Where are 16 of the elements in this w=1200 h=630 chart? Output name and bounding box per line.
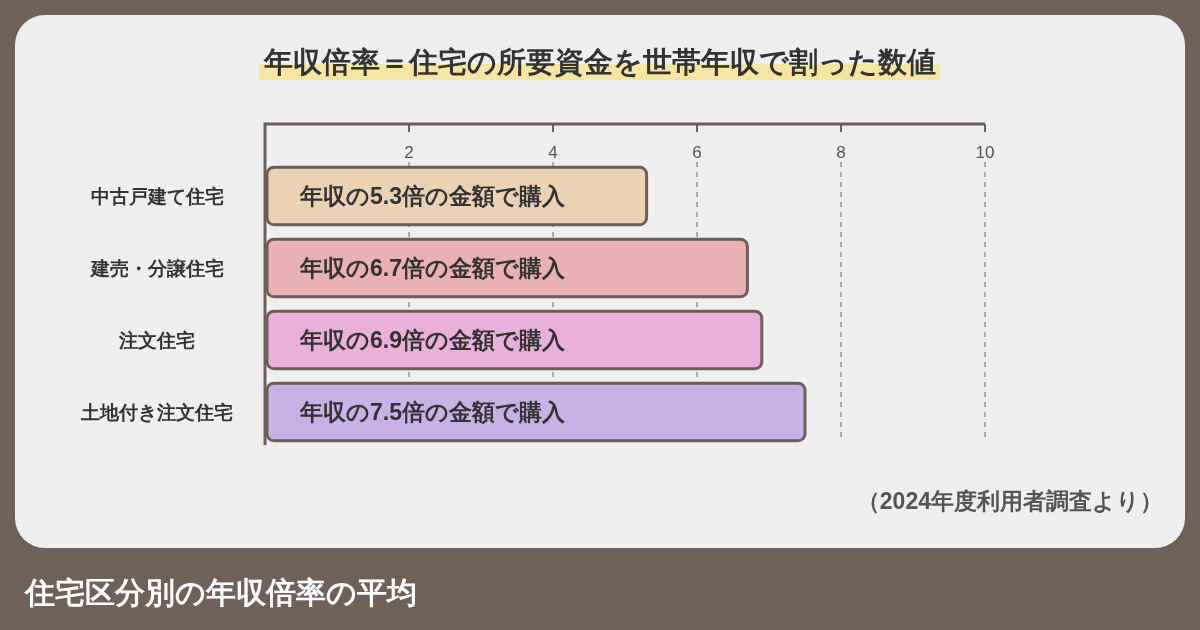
y-tick-label: 土地付き注文住宅 bbox=[80, 402, 233, 423]
y-tick-label: 注文住宅 bbox=[118, 330, 195, 351]
x-tick-label: 8 bbox=[836, 143, 846, 162]
text: 住宅区分別の年収倍率の平均 bbox=[23, 576, 417, 609]
data-label: 年収の6.7倍の金額で購入 bbox=[299, 255, 566, 281]
x-tick-label: 10 bbox=[975, 143, 995, 162]
x-tick-label: 6 bbox=[692, 143, 702, 162]
data-label: 年収の5.3倍の金額で購入 bbox=[299, 183, 566, 209]
y-tick-label: 建売・分譲住宅 bbox=[88, 258, 224, 279]
data-label: 年収の7.5倍の金額で購入 bbox=[299, 399, 566, 425]
y-tick-label: 中古戸建て住宅 bbox=[90, 186, 224, 207]
x-tick-label: 4 bbox=[548, 143, 558, 162]
data-label: 年収の6.9倍の金額で購入 bbox=[299, 327, 566, 353]
x-tick-label: 2 bbox=[404, 143, 414, 162]
chart-subtitle: 年収倍率＝住宅の所要資金を世帯年収で割った数値 bbox=[263, 46, 936, 78]
text: （2024年度利用者調査より） bbox=[856, 488, 1163, 514]
